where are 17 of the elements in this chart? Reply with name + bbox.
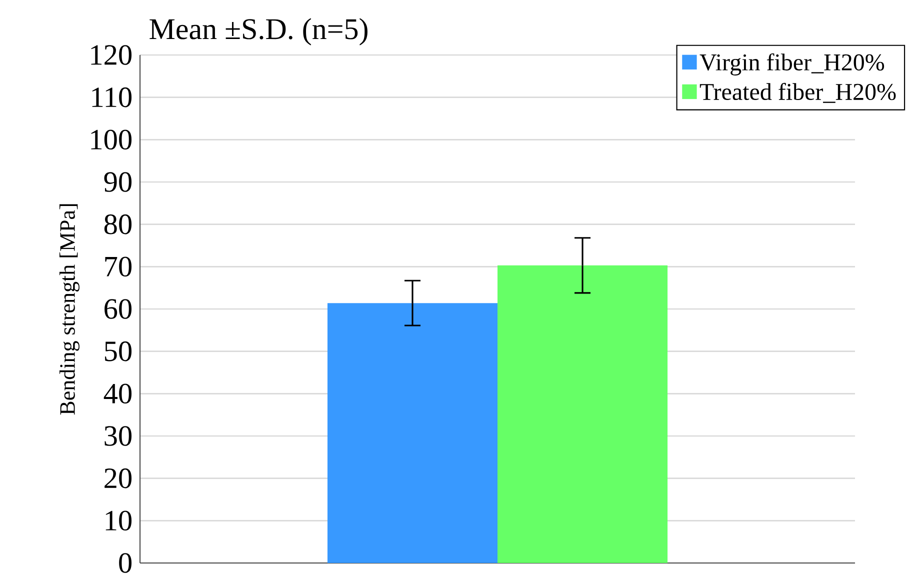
y-tick-label: 70 [105,256,132,277]
chart-title: Mean ±S.D. (n=5) [150,18,368,46]
y-tick-label: 40 [104,384,132,404]
y-tick-label: 30 [104,426,132,446]
legend-label: Treated fiber_H20% [700,82,896,103]
y-tick-label: 20 [104,468,132,488]
y-tick-label: 90 [104,172,132,192]
y-tick-label: 50 [105,341,132,362]
y-tick-label: 10 [106,510,132,531]
y-tick-label: 120 [91,45,132,65]
y-tick-label: 110 [92,87,132,108]
y-tick-label: 80 [104,214,132,234]
y-tick-label: 60 [104,299,132,319]
y-axis-title: Bending strength [MPa] [59,204,80,415]
y-tick-label: 0 [119,553,132,573]
y-tick-label: 100 [91,130,132,150]
legend-label: Virgin fiber_H20% [700,53,884,76]
